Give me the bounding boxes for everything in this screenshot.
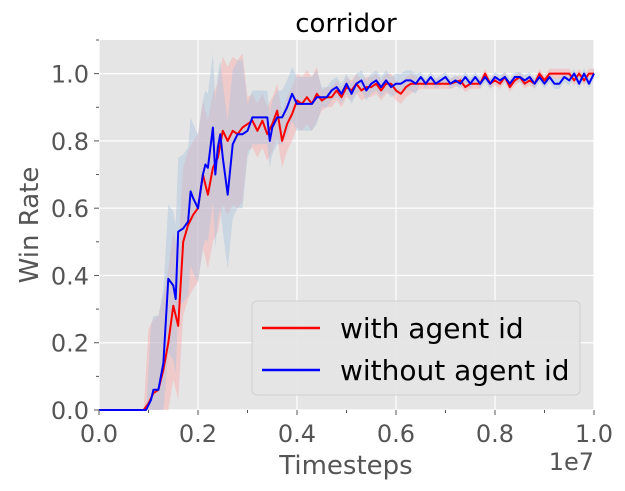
x-tick-label: 0.4 [278,420,316,448]
legend: with agent id without agent id [251,300,581,396]
x-tick-label: 0.8 [476,420,514,448]
axis-ticks: 0.0 0.2 0.4 0.6 0.8 1.0 0.0 0.2 0.4 0.6 0.8 1.0 [51,39,613,448]
series-lines [99,72,595,411]
y-tick-label: 0.6 [51,195,89,223]
band-1 [99,53,594,410]
x-axis-label: Timesteps [278,451,412,481]
y-axis-label: Win Rate [15,167,45,284]
series-line-1 [99,72,595,411]
y-tick-label: 1.0 [51,61,89,89]
x-tick-label: 0.2 [179,420,217,448]
x-tick-label: 0.6 [377,420,415,448]
x-axis-offset-label: 1e7 [549,448,594,476]
chart-title: corridor [295,9,397,39]
confidence-bands [99,53,594,410]
x-tick-label: 0.0 [80,420,118,448]
legend-label-without-agent-id: without agent id [340,354,570,387]
legend-box [251,300,581,396]
y-tick-label: 0.0 [51,397,89,425]
y-tick-label: 0.4 [51,262,89,290]
band-0 [99,53,594,410]
legend-label-with-agent-id: with agent id [340,312,524,345]
x-tick-label: 1.0 [575,420,613,448]
y-tick-label: 0.8 [51,128,89,156]
y-tick-label: 0.2 [51,330,89,358]
